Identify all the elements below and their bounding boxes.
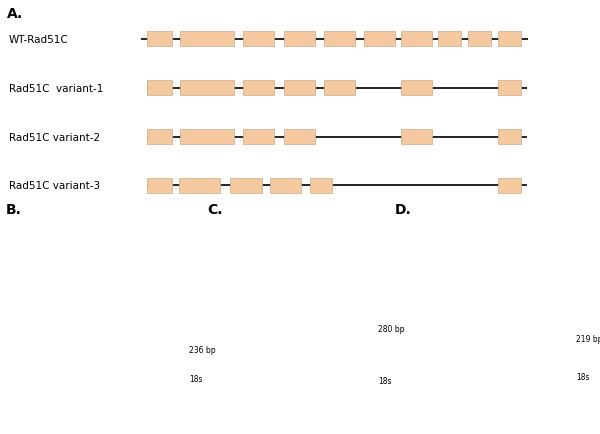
Text: M: M xyxy=(418,243,425,252)
Text: M: M xyxy=(28,243,35,252)
Bar xyxy=(498,178,521,194)
Bar xyxy=(498,81,521,96)
Text: C.: C. xyxy=(207,203,223,217)
Text: Rad51C variant-3: Rad51C variant-3 xyxy=(9,181,100,191)
Text: T: T xyxy=(310,243,315,252)
Bar xyxy=(147,32,172,47)
Bar xyxy=(284,81,315,96)
Text: NT: NT xyxy=(281,243,292,252)
Bar xyxy=(180,81,234,96)
Bar xyxy=(364,32,395,47)
Text: T: T xyxy=(61,243,66,252)
Bar xyxy=(270,178,301,194)
Text: NT: NT xyxy=(85,243,97,252)
Bar xyxy=(243,32,274,47)
Text: NT: NT xyxy=(474,243,485,252)
Bar xyxy=(284,130,315,145)
Text: T: T xyxy=(450,243,455,252)
Text: 18s: 18s xyxy=(189,374,203,383)
Bar xyxy=(243,81,274,96)
Text: 280 bp: 280 bp xyxy=(378,325,404,334)
Bar xyxy=(284,32,315,47)
Text: A.: A. xyxy=(7,7,23,20)
Bar xyxy=(230,178,262,194)
Bar xyxy=(438,32,461,47)
Bar xyxy=(147,81,172,96)
Bar xyxy=(147,130,172,145)
Bar xyxy=(180,130,234,145)
Bar xyxy=(310,178,332,194)
Text: D.: D. xyxy=(395,203,412,217)
Bar xyxy=(401,32,432,47)
Text: NT: NT xyxy=(141,243,152,252)
Bar xyxy=(243,130,274,145)
Text: B.: B. xyxy=(6,203,22,217)
Text: NT: NT xyxy=(529,243,540,252)
Text: T: T xyxy=(505,243,509,252)
Text: WT-Rad51C: WT-Rad51C xyxy=(9,35,69,45)
Bar xyxy=(324,32,355,47)
Text: 236 bp: 236 bp xyxy=(189,345,215,354)
Text: 18s: 18s xyxy=(576,372,589,381)
Text: 219 bp: 219 bp xyxy=(576,335,600,344)
Bar xyxy=(401,130,432,145)
Text: 18s: 18s xyxy=(378,376,392,385)
Text: M: M xyxy=(228,243,235,252)
Bar xyxy=(179,178,220,194)
Bar xyxy=(468,32,491,47)
Bar xyxy=(147,178,172,194)
Text: T: T xyxy=(116,243,122,252)
Bar xyxy=(324,81,355,96)
Bar xyxy=(498,130,521,145)
Text: Rad51C  variant-1: Rad51C variant-1 xyxy=(9,84,103,93)
Bar xyxy=(180,32,234,47)
Bar xyxy=(498,32,521,47)
Text: NT: NT xyxy=(333,243,344,252)
Text: Rad51C variant-2: Rad51C variant-2 xyxy=(9,132,100,142)
Bar xyxy=(401,81,432,96)
Text: T: T xyxy=(258,243,263,252)
